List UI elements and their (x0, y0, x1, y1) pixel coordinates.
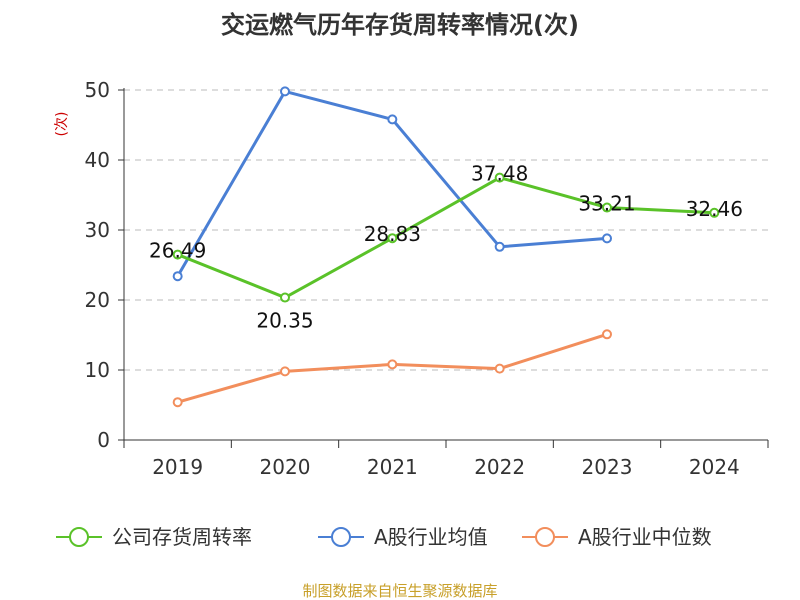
data-point (602, 233, 612, 244)
series-line (177, 176, 715, 300)
legend: 公司存货周转率 A股行业均值 A股行业中位数 (56, 525, 712, 549)
data-point (494, 241, 505, 252)
y-axis-label: (次) (54, 112, 70, 137)
data-label: 32.46 (686, 197, 743, 221)
data-label: 28.83 (364, 222, 421, 246)
axes: 0 10 20 30 40 50 2019 2020 2021 2022 2023 2024 (85, 78, 769, 479)
x-tick-label: 2021 (367, 455, 418, 479)
data-point (280, 86, 290, 97)
data-label: 26.49 (149, 239, 206, 263)
legend-label: A股行业均值 (374, 525, 488, 549)
source-note: 制图数据来自恒生聚源数据库 (302, 582, 497, 600)
data-point (280, 292, 290, 303)
data-label: 37.48 (471, 162, 528, 186)
legend-swatch-marker (535, 527, 555, 547)
data-point (280, 366, 290, 377)
grid-lines (124, 89, 768, 371)
x-tick-label: 2019 (152, 455, 203, 479)
x-tick-label: 2023 (582, 455, 633, 479)
x-tick-label: 2022 (474, 455, 525, 479)
data-label: 33.21 (578, 192, 635, 216)
legend-label: A股行业中位数 (578, 525, 712, 549)
series-lines (172, 86, 720, 408)
data-point (387, 359, 398, 370)
y-tick-label: 30 (85, 218, 110, 242)
data-labels: 26.49 20.35 28.83 37.48 33.21 32.46 (149, 162, 743, 333)
data-point (494, 363, 505, 374)
data-point (172, 249, 183, 260)
x-tick-label: 2020 (260, 455, 311, 479)
y-tick-label: 50 (85, 78, 110, 102)
y-tick-label: 0 (97, 428, 110, 452)
legend-swatch-marker (69, 527, 89, 547)
data-point (709, 207, 720, 218)
data-point (172, 397, 183, 408)
data-point (387, 233, 398, 244)
y-tick-label: 40 (85, 148, 110, 172)
data-point (602, 202, 612, 213)
data-point (494, 172, 505, 183)
data-point (172, 271, 183, 282)
data-point (387, 114, 398, 125)
legend-label: 公司存货周转率 (112, 525, 252, 549)
y-tick-label: 20 (85, 288, 110, 312)
y-tick-label: 10 (85, 358, 110, 382)
chart-title: 交运燃气历年存货周转率情况(次) (221, 11, 579, 39)
data-label: 20.35 (256, 309, 313, 333)
x-tick-label: 2024 (689, 455, 740, 479)
data-point (602, 329, 612, 340)
legend-swatch-marker (331, 527, 351, 547)
